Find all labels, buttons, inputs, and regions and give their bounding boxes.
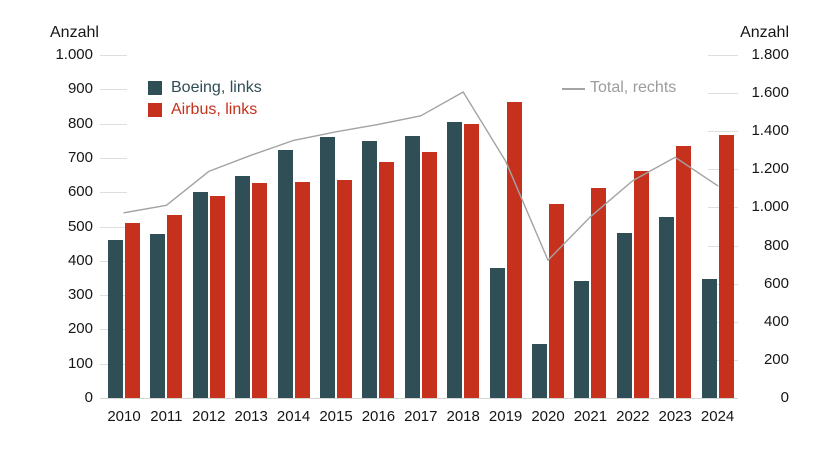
bar-boeing-2019 <box>489 267 505 398</box>
x-axis-label-2014: 2014 <box>276 408 311 425</box>
bar-airbus-2018 <box>464 123 480 398</box>
legend-swatch-airbus <box>148 103 162 117</box>
bar-boeing-2022 <box>616 233 632 398</box>
right-tick-label-600: 600 <box>763 274 789 292</box>
x-axis-label-2017: 2017 <box>404 408 438 425</box>
x-axis-baseline <box>100 398 738 399</box>
left-tick-label-1.000: 1.000 <box>55 46 93 63</box>
right-tick-mark <box>708 131 738 132</box>
legend-label-total: Total, rechts <box>590 79 677 96</box>
right-tick-label-400: 400 <box>763 312 789 330</box>
legend-line-total <box>562 88 585 90</box>
right-tick-label-200: 200 <box>763 350 789 368</box>
bar-boeing-2024 <box>701 278 717 398</box>
bar-airbus-2019 <box>506 101 522 398</box>
bar-airbus-2021 <box>591 188 607 398</box>
left-tick-mark <box>100 124 127 125</box>
left-axis-title: Anzahl <box>50 24 99 41</box>
left-tick-label-900: 900 <box>67 80 93 98</box>
x-axis-label-2015: 2015 <box>319 408 353 425</box>
bar-airbus-2016 <box>379 162 395 398</box>
bar-boeing-2018 <box>447 121 463 398</box>
right-tick-label-1.600: 1.600 <box>751 84 789 102</box>
bar-airbus-2015 <box>337 180 352 398</box>
bar-boeing-2013 <box>235 175 251 398</box>
x-axis-label-2023: 2023 <box>658 408 692 425</box>
bar-airbus-2024 <box>718 135 734 398</box>
bar-airbus-2010 <box>125 223 140 398</box>
bar-boeing-2017 <box>404 136 420 398</box>
x-axis-label-2016: 2016 <box>361 408 396 425</box>
bar-boeing-2014 <box>277 150 293 398</box>
bar-boeing-2015 <box>320 136 335 398</box>
x-axis-label-2024: 2024 <box>700 408 735 425</box>
left-tick-label-100: 100 <box>67 354 93 372</box>
left-tick-label-300: 300 <box>67 286 93 304</box>
bar-airbus-2014 <box>294 182 310 398</box>
bar-boeing-2011 <box>150 234 166 398</box>
right-tick-label-1.400: 1.400 <box>751 122 789 140</box>
right-tick-label-1.200: 1.200 <box>751 160 789 178</box>
right-axis-title: Anzahl <box>740 24 789 41</box>
right-tick-label-800: 800 <box>763 236 789 254</box>
left-tick-label-800: 800 <box>67 114 93 132</box>
bar-boeing-2020 <box>532 344 547 398</box>
right-tick-label-1.000: 1.000 <box>751 198 789 216</box>
bar-airbus-2013 <box>252 183 268 398</box>
left-tick-mark <box>100 227 127 228</box>
bar-airbus-2012 <box>209 196 225 398</box>
x-axis-label-2021: 2021 <box>573 408 608 425</box>
bar-airbus-2023 <box>676 145 692 398</box>
left-tick-mark <box>100 192 127 193</box>
x-axis-label-2020: 2020 <box>531 408 565 425</box>
left-tick-mark <box>100 89 127 90</box>
x-axis-label-2019: 2019 <box>488 408 523 425</box>
left-tick-label-0: 0 <box>84 389 93 406</box>
x-axis-label-2012: 2012 <box>192 408 226 425</box>
bar-airbus-2017 <box>421 151 437 398</box>
x-axis-label-2022: 2022 <box>616 408 650 425</box>
left-tick-label-500: 500 <box>67 217 93 235</box>
bar-boeing-2021 <box>574 281 590 398</box>
x-axis-label-2018: 2018 <box>446 408 480 425</box>
x-axis-label-2011: 2011 <box>150 408 183 425</box>
x-axis-label-2013: 2013 <box>234 408 268 425</box>
left-tick-label-200: 200 <box>67 320 93 338</box>
bar-airbus-2022 <box>633 171 649 398</box>
bar-boeing-2010 <box>108 239 123 398</box>
left-tick-mark <box>100 55 127 56</box>
bar-boeing-2016 <box>362 141 378 398</box>
x-axis-label-2010: 2010 <box>107 408 141 425</box>
right-tick-mark <box>708 93 738 94</box>
legend-label-boeing: Boeing, links <box>171 79 262 96</box>
right-tick-label-1.800: 1.800 <box>751 46 789 63</box>
right-tick-mark <box>708 55 738 56</box>
bar-airbus-2020 <box>549 203 564 398</box>
legend-label-airbus: Airbus, links <box>171 101 258 118</box>
left-tick-label-700: 700 <box>67 148 93 166</box>
right-tick-label-0: 0 <box>780 389 789 406</box>
bar-boeing-2012 <box>192 191 208 398</box>
bar-boeing-2023 <box>659 216 675 398</box>
bar-airbus-2011 <box>167 214 183 398</box>
left-tick-label-600: 600 <box>67 183 93 201</box>
left-tick-label-400: 400 <box>67 251 93 269</box>
left-tick-mark <box>100 158 127 159</box>
legend-swatch-boeing <box>148 81 162 95</box>
